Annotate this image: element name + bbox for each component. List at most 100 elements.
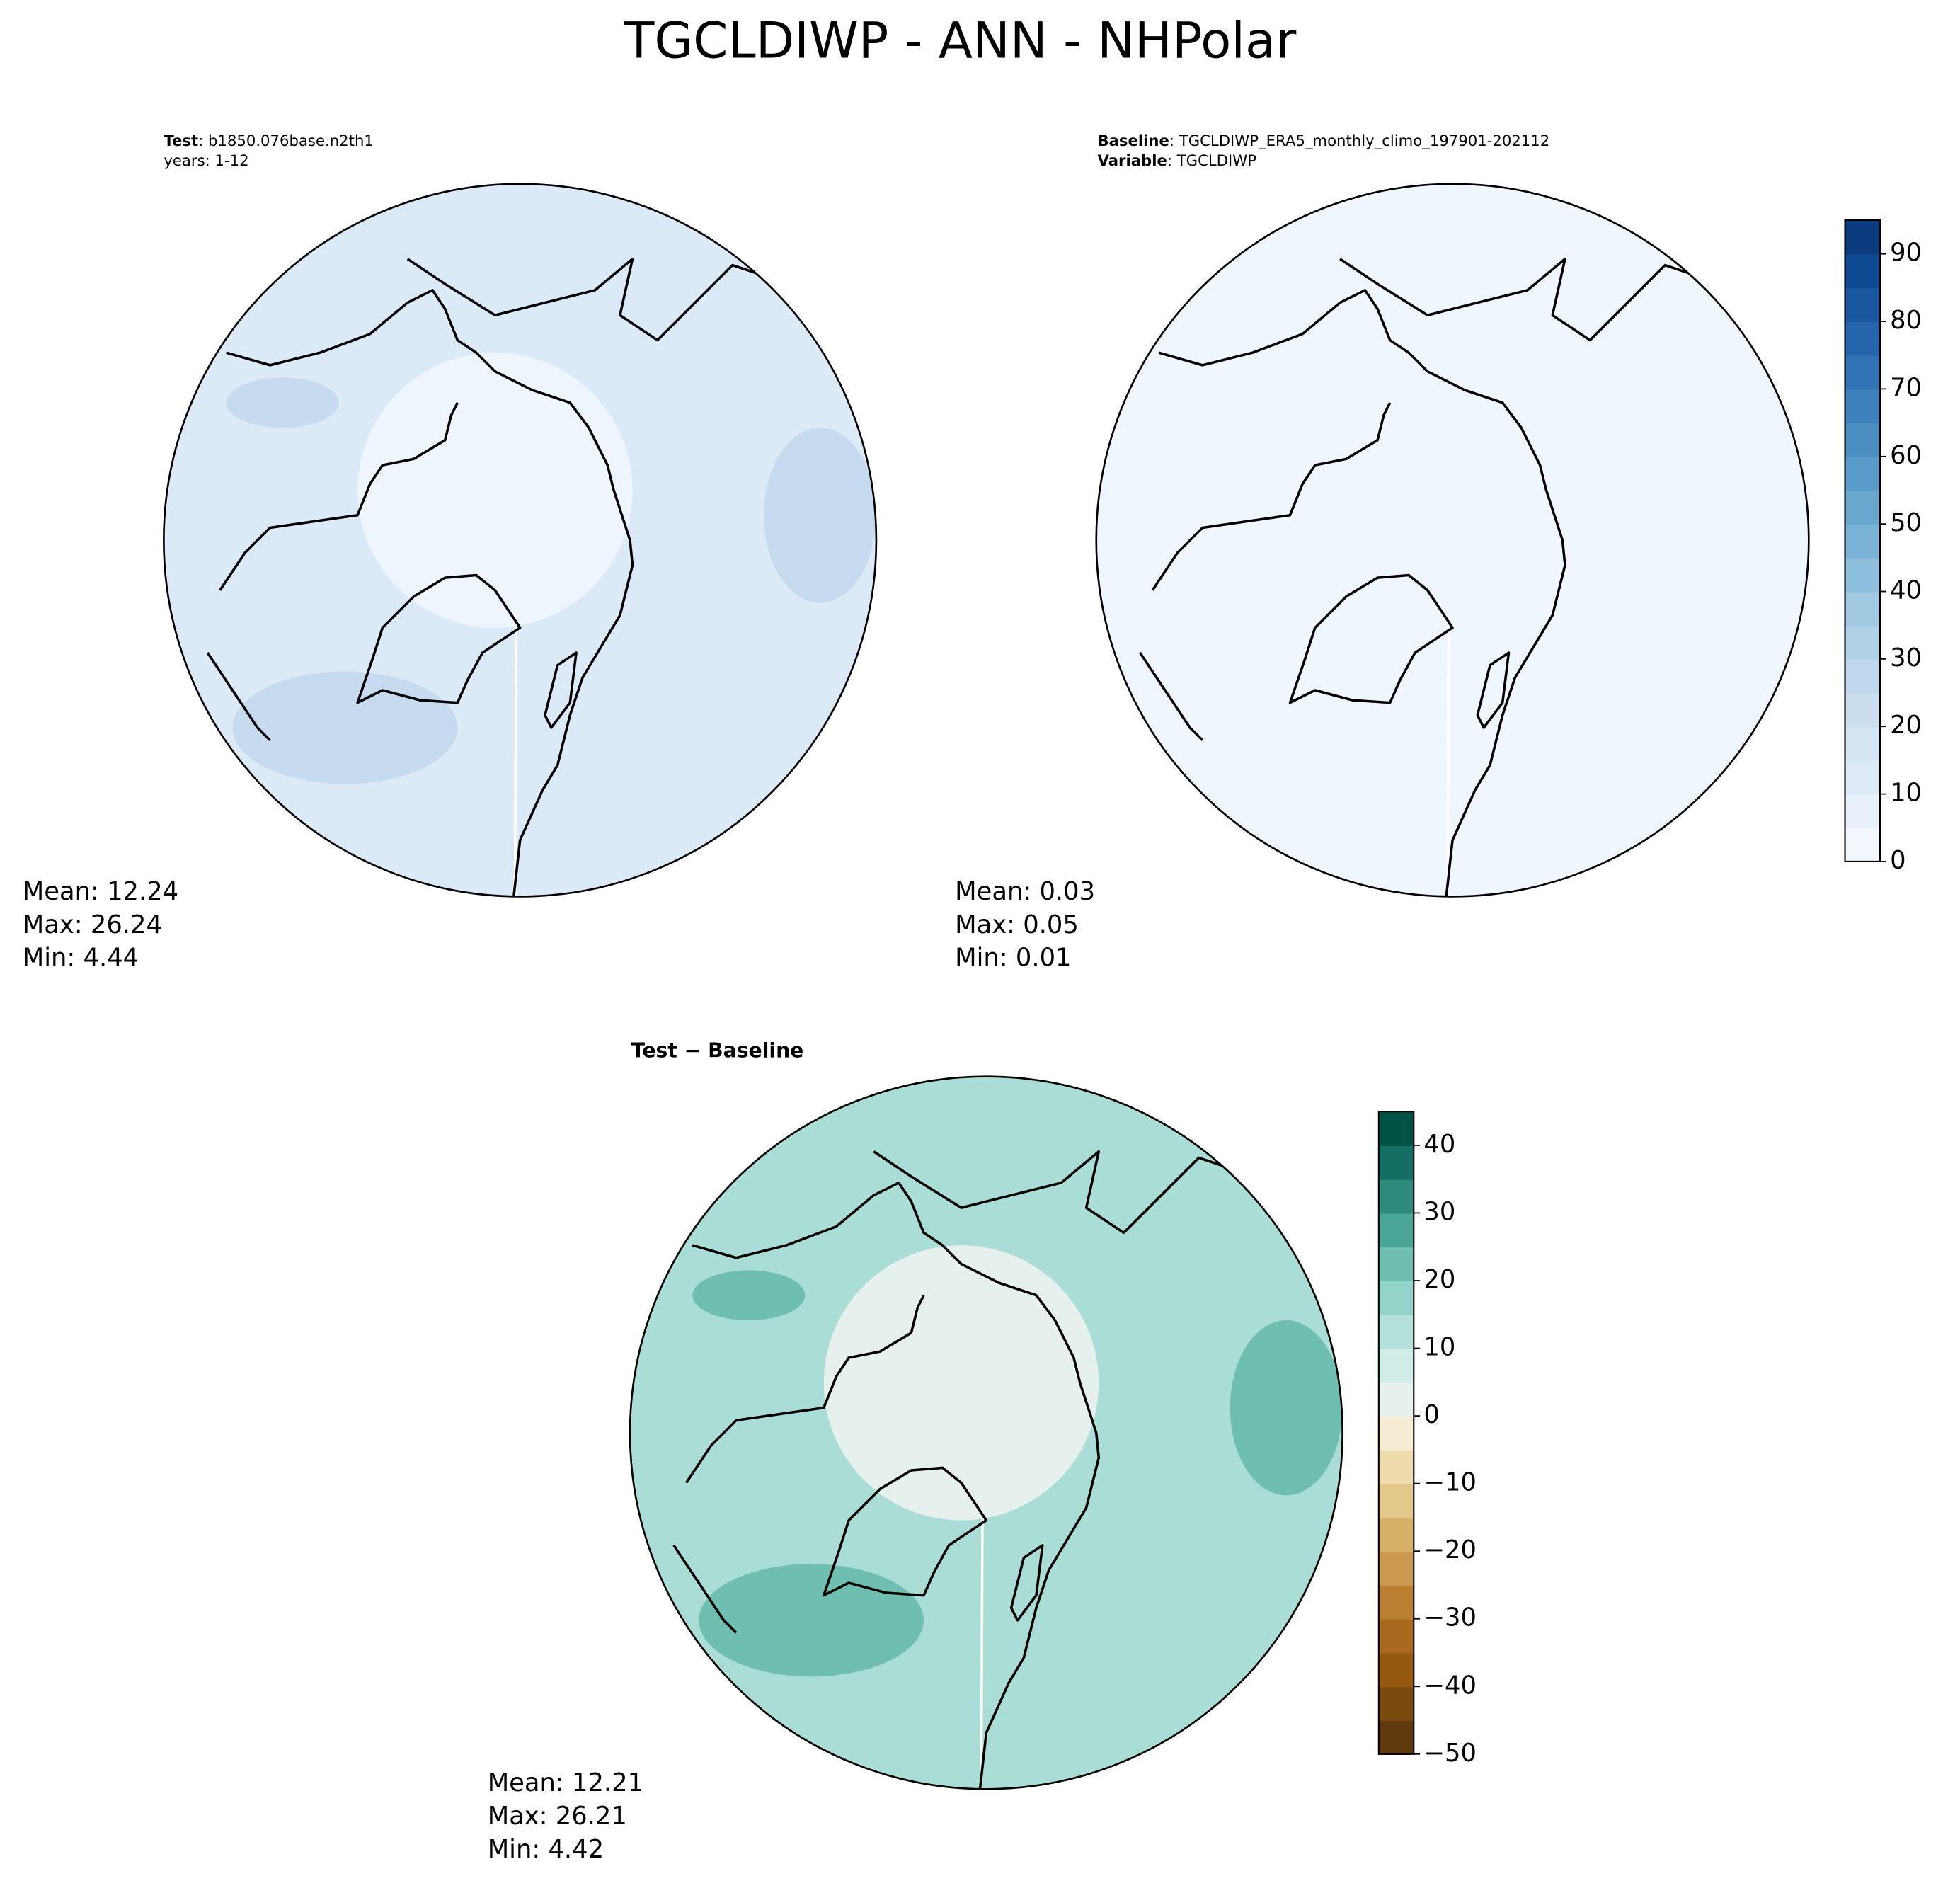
colorbar-band <box>1378 1247 1414 1281</box>
colorbar-tick-label: 70 <box>1890 373 1922 402</box>
map <box>630 1076 1343 1790</box>
colorbar-band <box>1378 1213 1414 1248</box>
colorbar-tick-label: 30 <box>1423 1197 1455 1226</box>
field-center <box>823 1245 1099 1521</box>
colorbar-tick-label: 10 <box>1423 1333 1455 1362</box>
colorbar-band <box>1378 1618 1414 1654</box>
colorbar-band <box>1378 1281 1414 1315</box>
colorbar-band <box>1845 760 1880 795</box>
colorbar-band <box>1378 1517 1414 1552</box>
panel-heading: Test: b1850.076base.n2th1 <box>164 132 374 149</box>
seam <box>513 615 518 897</box>
heading-text: : TGCLDIWP_ERA5_monthly_climo_197901-202… <box>1169 132 1549 149</box>
panel-subheading: Variable: TGCLDIWP <box>1097 151 1256 169</box>
panel-heading: Baseline: TGCLDIWP_ERA5_monthly_climo_19… <box>1097 132 1549 149</box>
colorbar-tick-label: −50 <box>1423 1739 1477 1768</box>
stat-line: Mean: 0.03 <box>955 877 1095 906</box>
colorbar-band <box>1845 321 1880 356</box>
colorbar-tick-label: 90 <box>1890 239 1922 268</box>
subheading-text: years: 1-12 <box>164 151 248 169</box>
colorbar-band <box>1845 692 1880 728</box>
colorbar-tick-label: 80 <box>1890 306 1922 335</box>
field-blob <box>232 671 458 784</box>
map <box>164 183 876 897</box>
colorbar-band <box>1845 253 1880 289</box>
colorbar-band <box>1378 1314 1414 1349</box>
colorbar-band <box>1845 524 1880 559</box>
seam <box>1446 615 1450 897</box>
colorbar-tick-label: 30 <box>1890 643 1922 673</box>
panel-heading: Test − Baseline <box>631 1039 804 1062</box>
heading-bold: Baseline <box>1097 132 1169 149</box>
field-blob <box>1230 1320 1343 1496</box>
stat-line: Min: 4.44 <box>23 944 139 973</box>
subheading-text: : TGCLDIWP <box>1167 151 1256 169</box>
field-blob <box>1164 671 1390 784</box>
field-blob <box>692 1270 806 1321</box>
colorbar-band <box>1845 828 1880 862</box>
colorbar-tick-label: 10 <box>1890 779 1922 808</box>
colorbar-band <box>1378 1111 1414 1146</box>
colorbar-tick-label: 60 <box>1890 441 1922 470</box>
field-blob <box>699 1564 924 1677</box>
stat-line: Mean: 12.24 <box>23 877 178 906</box>
colorbar-band <box>1845 287 1880 322</box>
colorbar-band <box>1845 423 1880 457</box>
colorbar-band <box>1378 1382 1414 1417</box>
colorbar-band <box>1378 1416 1414 1451</box>
colorbar-tick-label: 0 <box>1890 846 1905 875</box>
colorbar-band <box>1845 389 1880 423</box>
colorbar-band <box>1378 1179 1414 1214</box>
colorbar-band <box>1378 1652 1414 1688</box>
colorbar-band <box>1378 1348 1414 1383</box>
map-boundary <box>1095 183 1810 898</box>
field-blob <box>226 377 339 428</box>
heading-bold: Test <box>164 132 198 149</box>
colorbar-tick-label: 40 <box>1890 576 1922 605</box>
colorbar-tick-label: 50 <box>1890 508 1922 537</box>
field-blob <box>1159 377 1271 428</box>
colorbar-tick-label: −20 <box>1423 1535 1477 1564</box>
stat-line: Mean: 12.21 <box>488 1768 643 1797</box>
colorbar-band <box>1378 1584 1414 1620</box>
colorbar-tick-label: 20 <box>1890 711 1922 740</box>
colorbar-band <box>1378 1720 1414 1755</box>
colorbar-band <box>1845 557 1880 593</box>
colorbar-band <box>1845 726 1880 761</box>
colorbar-band <box>1845 220 1880 255</box>
colorbar-band <box>1845 490 1880 525</box>
figure-title: TGCLDIWP - ANN - NHPolar <box>623 11 1297 70</box>
colorbar-band <box>1845 625 1880 660</box>
colorbar-frame <box>1844 219 1881 863</box>
stat-line: Max: 26.24 <box>23 910 162 939</box>
field-blob <box>1696 428 1809 603</box>
stat-line: Min: 4.42 <box>488 1835 604 1864</box>
stat-line: Max: 0.05 <box>955 910 1079 939</box>
field-blob <box>763 428 876 603</box>
colorbar-band <box>1845 658 1880 694</box>
map-boundary <box>163 183 878 898</box>
heading-text: : b1850.076base.n2th1 <box>198 132 374 149</box>
field-center <box>357 353 633 628</box>
colorbar-band <box>1378 1483 1414 1518</box>
colorbar-band <box>1378 1145 1414 1180</box>
map-boundary <box>629 1075 1343 1790</box>
colorbar-frame <box>1377 1111 1415 1755</box>
subheading-bold: Variable <box>1097 151 1167 169</box>
colorbar-band <box>1845 456 1880 491</box>
map <box>1096 183 1809 897</box>
field-center <box>1290 353 1565 628</box>
panel-subheading: years: 1-12 <box>164 151 248 169</box>
colorbar-band <box>1845 794 1880 829</box>
colorbar-band <box>1845 591 1880 627</box>
colorbar-tick-label: 40 <box>1423 1130 1455 1159</box>
colorbar-band <box>1378 1551 1414 1586</box>
colorbar-band <box>1378 1686 1414 1721</box>
colorbar-band <box>1845 355 1880 390</box>
stat-line: Min: 0.01 <box>955 944 1071 973</box>
colorbar-tick-label: 0 <box>1423 1400 1439 1429</box>
colorbar-band <box>1378 1449 1414 1484</box>
seam <box>980 1507 984 1790</box>
colorbar-tick-label: −40 <box>1423 1671 1477 1700</box>
